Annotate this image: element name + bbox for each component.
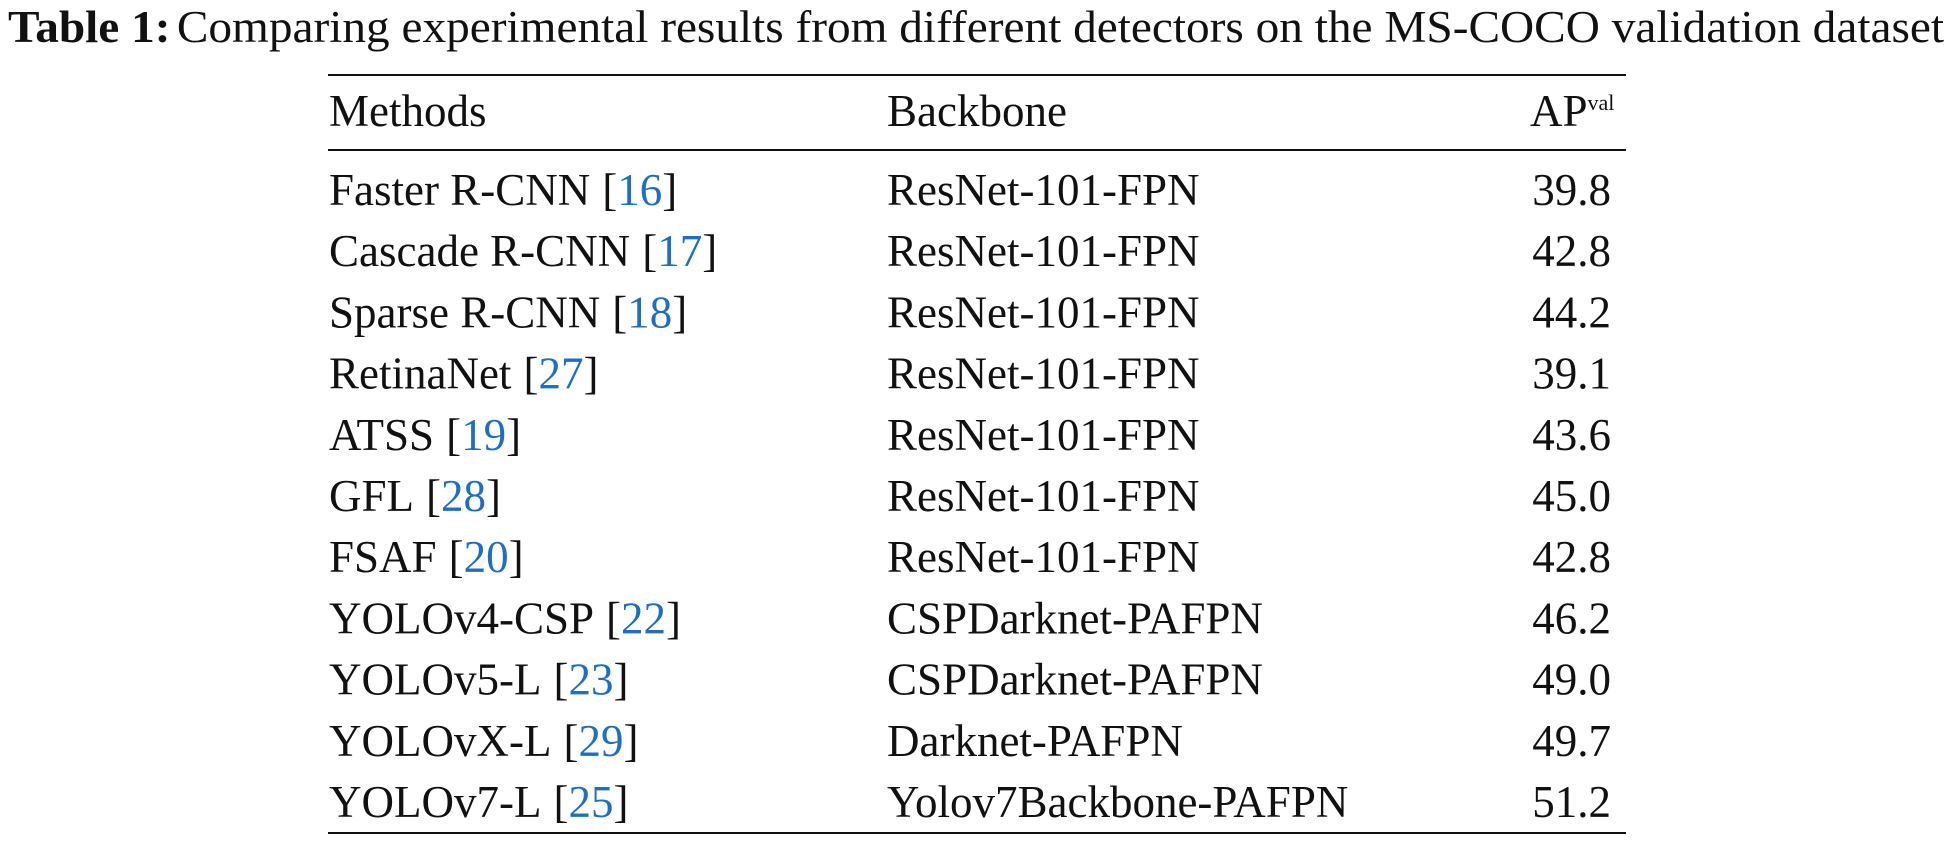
ap-cell: 39.8	[1532, 165, 1611, 215]
citation[interactable]: 23	[568, 655, 613, 705]
method-name: Faster R-CNN	[329, 165, 590, 215]
table-row: Cascade R-CNN [17] ResNet-101-FPN 42.8	[329, 226, 1611, 276]
backbone-cell: ResNet-101-FPN	[887, 410, 1200, 460]
cite-bracket: ]	[583, 349, 598, 399]
method-cell: YOLOv7-L [25]	[329, 777, 628, 827]
table-row: Sparse R-CNN [18] ResNet-101-FPN 44.2	[329, 287, 1611, 337]
citation[interactable]: 17	[657, 226, 702, 276]
cite-bracket: ]	[613, 655, 628, 705]
backbone-cell: ResNet-101-FPN	[887, 165, 1200, 215]
cite-bracket: [	[563, 716, 578, 766]
ap-cell: 45.0	[1532, 471, 1611, 521]
method-cell: GFL [28]	[329, 471, 501, 521]
table-row: ATSS [19] ResNet-101-FPN 43.6	[329, 410, 1611, 460]
cite-bracket: ]	[666, 593, 681, 643]
method-name: YOLOv4-CSP	[329, 593, 594, 643]
cite-bracket: [	[602, 165, 617, 215]
backbone-cell: ResNet-101-FPN	[887, 226, 1200, 276]
citation[interactable]: 28	[441, 471, 486, 521]
citation[interactable]: 25	[568, 777, 613, 827]
cite-bracket: ]	[702, 226, 717, 276]
cite-bracket: [	[426, 471, 441, 521]
citation[interactable]: 22	[621, 593, 666, 643]
method-name: RetinaNet	[329, 349, 512, 399]
backbone-cell: Yolov7Backbone-PAFPN	[887, 777, 1348, 827]
method-name: FSAF	[329, 532, 437, 582]
header-methods: Methods	[329, 86, 487, 136]
citation[interactable]: 16	[617, 165, 662, 215]
method-cell: Sparse R-CNN [18]	[329, 287, 687, 337]
cite-bracket: [	[523, 349, 538, 399]
method-name: YOLOv7-L	[329, 777, 541, 827]
cite-bracket: ]	[662, 165, 677, 215]
table-row: RetinaNet [27] ResNet-101-FPN 39.1	[329, 349, 1611, 399]
method-name: ATSS	[329, 410, 434, 460]
method-name: GFL	[329, 471, 414, 521]
caption-label: Table 1:	[8, 2, 171, 52]
ap-cell: 42.8	[1532, 532, 1611, 582]
cite-bracket: [	[449, 532, 464, 582]
cite-bracket: ]	[506, 410, 521, 460]
method-cell: YOLOvX-L [29]	[329, 716, 638, 766]
method-cell: YOLOv4-CSP [22]	[329, 593, 681, 643]
cite-bracket: ]	[509, 532, 524, 582]
method-cell: Faster R-CNN [16]	[329, 165, 677, 215]
method-cell: Cascade R-CNN [17]	[329, 226, 717, 276]
backbone-cell: ResNet-101-FPN	[887, 349, 1200, 399]
ap-cell: 43.6	[1532, 410, 1611, 460]
cite-bracket: [	[606, 593, 621, 643]
header-ap: APval	[1530, 86, 1614, 136]
citation[interactable]: 18	[627, 287, 672, 337]
cite-bracket: ]	[613, 777, 628, 827]
backbone-cell: ResNet-101-FPN	[887, 471, 1200, 521]
method-name: Sparse R-CNN	[329, 287, 600, 337]
cite-bracket: ]	[486, 471, 501, 521]
caption: Table 1: Comparing experimental results f…	[8, 2, 1945, 52]
cite-bracket: ]	[672, 287, 687, 337]
method-name: Cascade R-CNN	[329, 226, 630, 276]
ap-cell: 44.2	[1532, 287, 1611, 337]
ap-cell: 49.7	[1532, 716, 1611, 766]
cite-bracket: [	[553, 777, 568, 827]
table-row: YOLOv5-L [23] CSPDarknet-PAFPN 49.0	[329, 655, 1611, 705]
ap-superscript: val	[1588, 90, 1615, 115]
table-row: Faster R-CNN [16] ResNet-101-FPN 39.8	[329, 165, 1611, 215]
backbone-cell: CSPDarknet-PAFPN	[887, 593, 1263, 643]
caption-text: Comparing experimental results from diff…	[177, 2, 1945, 52]
method-cell: ATSS [19]	[329, 410, 521, 460]
method-name: YOLOv5-L	[329, 655, 541, 705]
method-cell: FSAF [20]	[329, 532, 524, 582]
backbone-cell: ResNet-101-FPN	[887, 287, 1200, 337]
cite-bracket: [	[553, 655, 568, 705]
ap-cell: 39.1	[1532, 349, 1611, 399]
table-row: YOLOvX-L [29] Darknet-PAFPN 49.7	[329, 716, 1611, 766]
citation[interactable]: 27	[538, 349, 583, 399]
backbone-cell: ResNet-101-FPN	[887, 532, 1200, 582]
table-row: GFL [28] ResNet-101-FPN 45.0	[329, 471, 1611, 521]
ap-cell: 51.2	[1532, 777, 1611, 827]
method-cell: YOLOv5-L [23]	[329, 655, 628, 705]
cite-bracket: [	[446, 410, 461, 460]
cite-bracket: ]	[623, 716, 638, 766]
ap-cell: 46.2	[1532, 593, 1611, 643]
cite-bracket: [	[612, 287, 627, 337]
citation[interactable]: 19	[461, 410, 506, 460]
method-name: YOLOvX-L	[329, 716, 551, 766]
header-backbone: Backbone	[887, 86, 1067, 136]
table-row: YOLOv4-CSP [22] CSPDarknet-PAFPN 46.2	[329, 593, 1611, 643]
table-row: YOLOv7-L [25] Yolov7Backbone-PAFPN 51.2	[329, 777, 1611, 827]
ap-cell: 49.0	[1532, 655, 1611, 705]
citation[interactable]: 20	[464, 532, 509, 582]
table-row: FSAF [20] ResNet-101-FPN 42.8	[329, 532, 1611, 582]
ap-cell: 42.8	[1532, 226, 1611, 276]
citation[interactable]: 29	[578, 716, 623, 766]
method-cell: RetinaNet [27]	[329, 349, 598, 399]
ap-label: AP	[1530, 86, 1588, 136]
backbone-cell: Darknet-PAFPN	[887, 716, 1183, 766]
cite-bracket: [	[642, 226, 657, 276]
backbone-cell: CSPDarknet-PAFPN	[887, 655, 1263, 705]
